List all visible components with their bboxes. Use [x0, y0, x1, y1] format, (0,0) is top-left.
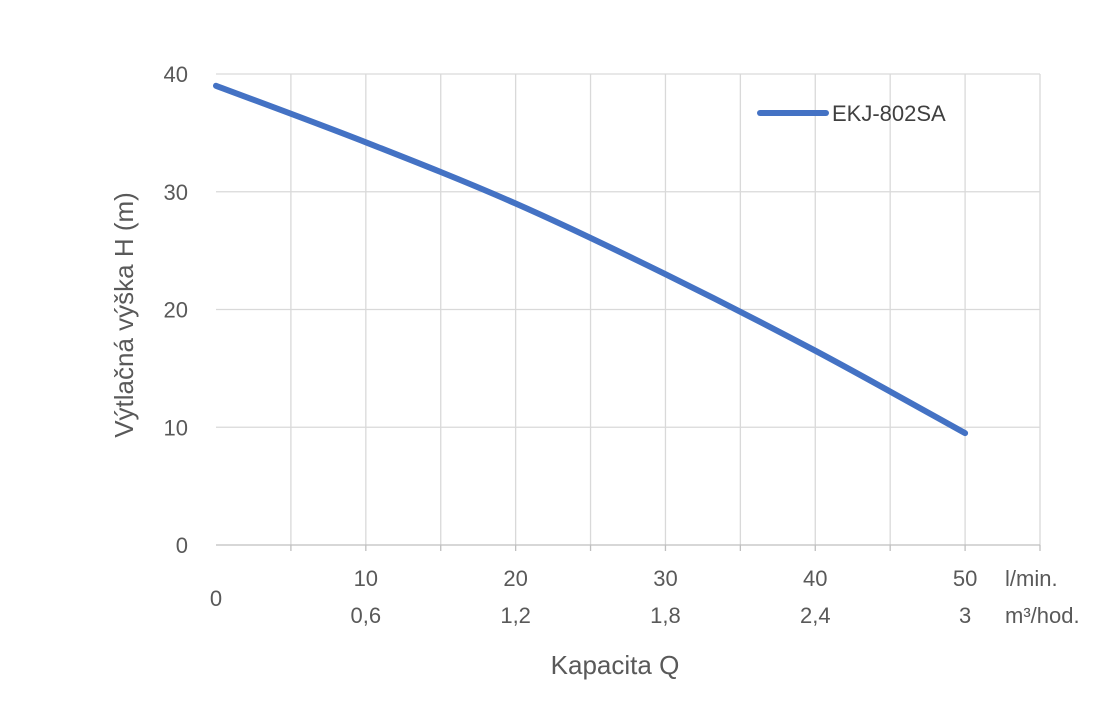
x-tick-label-secondary: 3: [959, 603, 971, 628]
series-line-ekj-802sa: [213, 82, 969, 437]
grid-lines: [216, 73, 1041, 545]
y-tick-label: 10: [164, 415, 188, 440]
x-tick-label-primary: 30: [653, 566, 677, 591]
x-unit-secondary: m³/hod.: [1005, 603, 1080, 628]
x-tick-label-secondary: 1,8: [650, 603, 681, 628]
y-tick-label: 0: [176, 533, 188, 558]
series-layer: [213, 82, 969, 437]
x-tick-label-primary: 40: [803, 566, 827, 591]
legend-label-ekj-802sa: EKJ-802SA: [832, 101, 946, 126]
x-tick-label-secondary: 0,6: [351, 603, 382, 628]
x-tick-label-secondary: 1,2: [500, 603, 531, 628]
y-tick-label: 20: [164, 298, 188, 323]
x-tick-label-primary: 20: [503, 566, 527, 591]
y-axis-tick-labels: 0 10 20 30 40: [164, 62, 188, 558]
legend: EKJ-802SA: [757, 101, 946, 126]
x-tick-label-primary: 10: [354, 566, 378, 591]
x-axis-title: Kapacita Q: [551, 650, 680, 680]
x-tick-label-primary: 0: [210, 586, 222, 611]
y-tick-label: 40: [164, 62, 188, 87]
x-tick-label-secondary: 2,4: [800, 603, 831, 628]
x-axis-tick-labels: 0 10 0,6 20 1,2 30 1,8 40 2,4 50 3: [210, 566, 977, 628]
y-tick-label: 30: [164, 180, 188, 205]
x-tick-label-primary: 50: [953, 566, 977, 591]
y-axis-title: Výtlačná výška H (m): [109, 192, 139, 438]
x-unit-primary: l/min.: [1005, 566, 1058, 591]
x-axis: [216, 544, 1041, 551]
